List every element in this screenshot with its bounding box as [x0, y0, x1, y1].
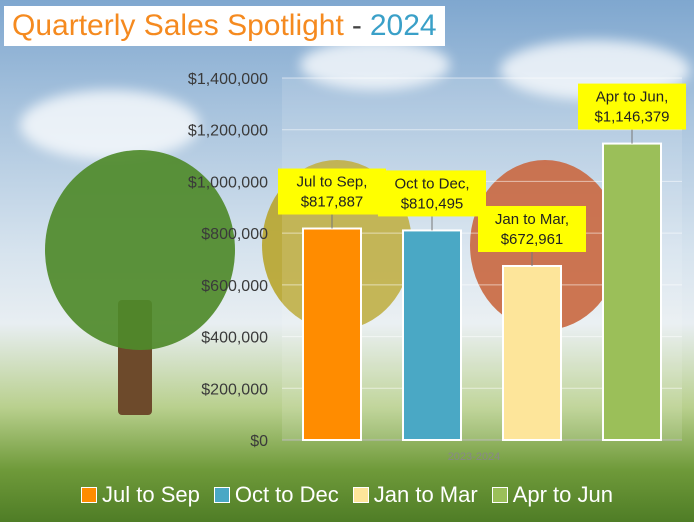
data-label-box — [578, 83, 686, 130]
data-label: Jan to Mar, — [495, 211, 569, 228]
legend-item: Oct to Dec — [213, 482, 339, 508]
title-separator: - — [351, 9, 362, 42]
legend-swatch — [81, 487, 97, 503]
y-tick-label: $800,000 — [201, 226, 268, 243]
legend-swatch — [352, 487, 369, 503]
data-labels: Jul to Sep, $817,887 Oct to Dec, $810,495 Ja… — [278, 83, 686, 266]
legend-label: Oct to Dec — [234, 482, 339, 507]
data-label: $672,961 — [501, 231, 564, 248]
chart-title: Quarterly Sales Spotlight - 2024 — [4, 6, 445, 46]
bar-jul-to-sep — [302, 227, 362, 441]
legend-label: Jul to Sep — [102, 482, 200, 507]
data-label: $810,495 — [401, 195, 464, 212]
y-axis: $0 $200,000 $400,000 $600,000 $800,000 $1,000… — [188, 71, 268, 450]
y-tick-label: $0 — [250, 433, 268, 450]
y-tick-label: $1,200,000 — [188, 123, 268, 140]
data-label: $1,146,379 — [594, 109, 669, 126]
legend-item: Jan to Mar — [352, 482, 478, 508]
data-label: $817,887 — [301, 194, 364, 211]
y-tick-label: $400,000 — [201, 330, 268, 347]
data-label-box — [278, 168, 386, 215]
y-tick-label: $1,400,000 — [188, 71, 268, 88]
cloud — [300, 40, 450, 90]
y-tick-label: $200,000 — [201, 381, 268, 398]
cloud — [20, 90, 200, 160]
title-year: 2024 — [369, 9, 437, 42]
y-tick-label: $1,000,000 — [188, 174, 268, 191]
bars — [302, 142, 662, 442]
bar-apr-to-jun — [602, 142, 662, 442]
y-tick-label: $600,000 — [201, 278, 268, 295]
legend-swatch — [213, 487, 230, 503]
data-label-box — [378, 170, 486, 217]
bar-oct-to-dec — [402, 229, 462, 441]
legend-label: Jan to Mar — [373, 482, 478, 507]
legend-item: Jul to Sep — [81, 482, 200, 508]
legend: Jul to Sep Oct to Dec Jan to Mar Apr to Jun — [0, 478, 694, 512]
title-main: Quarterly Sales Spotlight — [12, 9, 344, 42]
legend-item: Apr to Jun — [491, 482, 613, 508]
data-label: Oct to Dec, — [394, 175, 469, 192]
data-label: Jul to Sep, — [297, 174, 368, 191]
data-label-box — [478, 205, 586, 252]
legend-swatch — [491, 487, 508, 503]
data-label: Apr to Jun, — [596, 89, 669, 106]
x-axis-label: 2023-2024 — [448, 451, 501, 463]
dollar-tree-icon — [45, 150, 235, 350]
legend-label: Apr to Jun — [512, 482, 613, 507]
bar-jan-to-mar — [502, 264, 562, 441]
